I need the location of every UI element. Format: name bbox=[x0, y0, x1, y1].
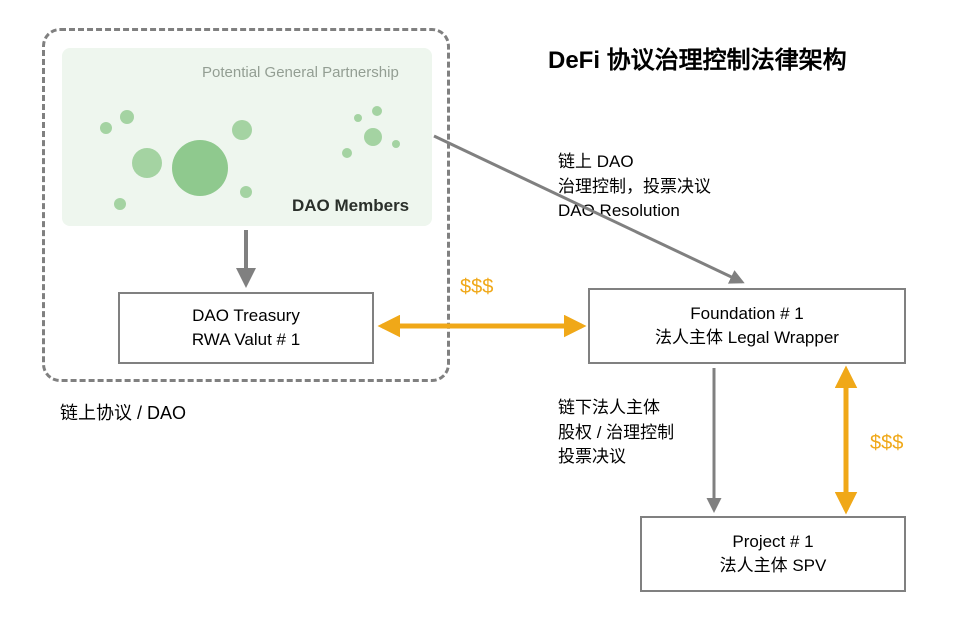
member-bubble bbox=[232, 120, 252, 140]
dollars-treasury-foundation: $$$ bbox=[460, 276, 493, 299]
dao-members-label: DAO Members bbox=[292, 196, 409, 216]
member-bubble bbox=[114, 198, 126, 210]
foundation-box: Foundation # 1 法人主体 Legal Wrapper bbox=[588, 288, 906, 364]
foundation-line2: 法人主体 Legal Wrapper bbox=[655, 326, 839, 350]
onchain-governance-label: 链上 DAO治理控制，投票决议DAO Resolution bbox=[558, 150, 711, 224]
dao-treasury-box: DAO Treasury RWA Valut # 1 bbox=[118, 292, 374, 364]
member-bubble bbox=[354, 114, 362, 122]
member-bubble bbox=[372, 106, 382, 116]
project-line1: Project # 1 bbox=[732, 530, 813, 554]
member-bubble bbox=[364, 128, 382, 146]
member-bubble bbox=[392, 140, 400, 148]
dao-members-card: Potential General Partnership DAO Member… bbox=[62, 48, 432, 226]
member-bubble bbox=[100, 122, 112, 134]
treasury-line2: RWA Valut # 1 bbox=[192, 328, 300, 352]
project-box: Project # 1 法人主体 SPV bbox=[640, 516, 906, 592]
offchain-governance-label: 链下法人主体股权 / 治理控制投票决议 bbox=[558, 396, 674, 470]
treasury-line1: DAO Treasury bbox=[192, 304, 300, 328]
diagram-title: DeFi 协议治理控制法律架构 bbox=[548, 40, 847, 75]
project-line2: 法人主体 SPV bbox=[720, 554, 827, 578]
member-bubble bbox=[342, 148, 352, 158]
member-bubble bbox=[240, 186, 252, 198]
dao-protocol-label: 链上协议 / DAO bbox=[60, 400, 186, 426]
potential-partnership-label: Potential General Partnership bbox=[202, 64, 399, 81]
member-bubble bbox=[132, 148, 162, 178]
member-bubble bbox=[172, 140, 228, 196]
dollars-foundation-project: $$$ bbox=[870, 432, 903, 455]
member-bubble bbox=[120, 110, 134, 124]
foundation-line1: Foundation # 1 bbox=[690, 302, 803, 326]
